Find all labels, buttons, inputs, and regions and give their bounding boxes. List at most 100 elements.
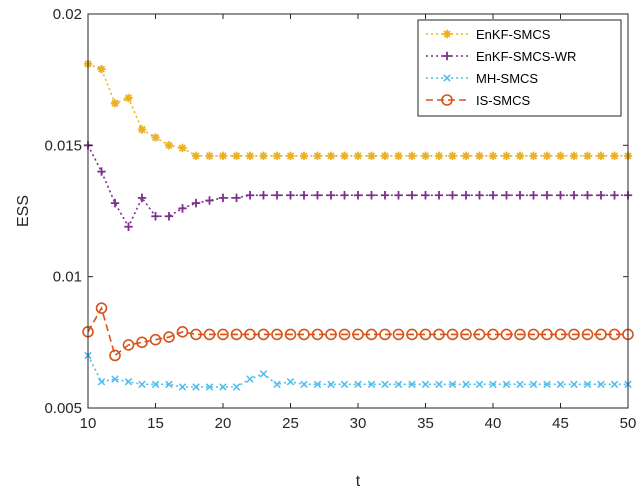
enkf-smcs-point bbox=[556, 151, 565, 161]
enkf-smcs-wr-point bbox=[434, 191, 444, 200]
enkf-smcs-wr-point bbox=[245, 191, 255, 200]
y-axis-label: ESS bbox=[15, 195, 32, 227]
is-smcs-point bbox=[379, 328, 391, 341]
enkf-smcs-wr-point bbox=[286, 191, 295, 200]
mh-smcs-point bbox=[219, 383, 227, 391]
is-smcs-point bbox=[365, 328, 378, 341]
mh-smcs-point bbox=[421, 380, 430, 389]
enkf-smcs-wr-point bbox=[191, 198, 201, 208]
legend-item-mh-smcs: MH-SMCS bbox=[426, 71, 538, 86]
enkf-smcs-wr-point bbox=[340, 191, 349, 200]
is-smcs-point bbox=[595, 328, 607, 341]
is-smcs-point bbox=[541, 328, 553, 341]
is-smcs-point bbox=[392, 328, 405, 341]
legend-swatch-marker bbox=[442, 51, 452, 61]
enkf-smcs-wr-point bbox=[272, 191, 282, 200]
enkf-smcs-wr-point bbox=[218, 193, 228, 203]
enkf-smcs-point bbox=[515, 151, 525, 161]
legend-box bbox=[417, 19, 622, 117]
is-smcs-point bbox=[419, 328, 432, 341]
mh-smcs-point bbox=[178, 383, 187, 391]
x-tick-label: 25 bbox=[282, 415, 299, 432]
mh-smcs-point bbox=[543, 380, 551, 389]
is-smcs-point bbox=[581, 328, 594, 341]
mh-smcs-point bbox=[529, 380, 538, 389]
enkf-smcs-wr-point bbox=[299, 191, 309, 200]
enkf-smcs-wr-point bbox=[502, 191, 511, 200]
enkf-smcs-wr-point bbox=[556, 191, 565, 200]
is-smcs-point bbox=[190, 328, 202, 341]
is-smcs-point bbox=[608, 328, 621, 341]
enkf-smcs-point bbox=[583, 151, 592, 161]
enkf-smcs-point bbox=[488, 151, 498, 161]
mh-smcs-point bbox=[97, 378, 106, 386]
is-smcs-point bbox=[257, 328, 270, 341]
enkf-smcs-wr-point bbox=[475, 191, 484, 200]
mh-smcs-point bbox=[489, 380, 497, 389]
legend-item-enkf-smcs: EnKF-SMCS bbox=[426, 27, 551, 42]
enkf-smcs-point bbox=[542, 151, 552, 161]
mh-smcs-point bbox=[124, 378, 133, 386]
mh-smcs-point bbox=[327, 380, 335, 389]
mh-smcs-line bbox=[87, 355, 628, 388]
enkf-smcs-point bbox=[178, 143, 187, 153]
enkf-smcs-wr-point bbox=[596, 191, 606, 200]
enkf-smcs-point bbox=[380, 151, 390, 161]
enkf-smcs-point bbox=[502, 151, 511, 161]
enkf-smcs-line bbox=[87, 63, 628, 157]
enkf-smcs-point bbox=[434, 151, 444, 161]
is-smcs-point bbox=[433, 328, 445, 341]
legend-label: EnKF-SMCS-WR bbox=[476, 49, 576, 64]
legend-label: IS-SMCS bbox=[476, 93, 531, 108]
is-smcs-point bbox=[338, 328, 351, 341]
enkf-smcs-point bbox=[340, 151, 349, 161]
y-tick-label: 0.005 bbox=[44, 400, 82, 417]
is-smcs-point bbox=[109, 349, 121, 362]
is-smcs-point bbox=[176, 326, 189, 338]
legend-swatch-marker bbox=[443, 74, 451, 82]
is-smcs-point bbox=[122, 339, 135, 351]
enkf-smcs-point bbox=[569, 151, 579, 161]
x-tick-label: 30 bbox=[350, 415, 367, 432]
mh-smcs-point bbox=[462, 380, 470, 389]
enkf-smcs-point bbox=[205, 151, 214, 161]
enkf-smcs-point bbox=[421, 151, 430, 161]
enkf-smcs-wr-point bbox=[448, 191, 457, 200]
x-tick-label: 40 bbox=[485, 415, 502, 432]
legend-item-is-smcs: IS-SMCS bbox=[426, 93, 531, 108]
mh-smcs-point bbox=[205, 383, 214, 391]
enkf-smcs-point bbox=[610, 151, 619, 161]
is-smcs-point bbox=[568, 328, 580, 341]
mh-smcs-point bbox=[556, 380, 565, 389]
series-is-smcs bbox=[82, 302, 634, 362]
enkf-smcs-point bbox=[461, 151, 471, 161]
mh-smcs-point bbox=[232, 383, 241, 391]
enkf-smcs-point bbox=[124, 93, 133, 103]
is-smcs-point bbox=[352, 328, 364, 341]
is-smcs-point bbox=[271, 328, 283, 341]
mh-smcs-point bbox=[408, 380, 416, 389]
mh-smcs-point bbox=[354, 380, 362, 389]
enkf-smcs-wr-point bbox=[151, 212, 160, 221]
x-tick-label: 35 bbox=[417, 415, 434, 432]
x-axis-label: t bbox=[356, 473, 361, 490]
x-tick-label: 20 bbox=[215, 415, 232, 432]
is-smcs-point bbox=[554, 328, 567, 341]
is-smcs-point bbox=[230, 328, 243, 341]
mh-smcs-point bbox=[435, 380, 443, 389]
is-smcs-point bbox=[163, 331, 175, 343]
legend-swatch-marker bbox=[441, 94, 453, 106]
x-tick-label: 50 bbox=[620, 415, 637, 432]
mh-smcs-point bbox=[570, 380, 578, 389]
enkf-smcs-point bbox=[232, 151, 241, 161]
is-smcs-point bbox=[527, 328, 540, 341]
enkf-smcs-wr-point bbox=[259, 191, 268, 200]
mh-smcs-point bbox=[516, 380, 524, 389]
enkf-smcs-point bbox=[218, 151, 228, 161]
mh-smcs-point bbox=[448, 380, 457, 389]
mh-smcs-point bbox=[300, 380, 308, 389]
enkf-smcs-wr-point bbox=[488, 191, 498, 200]
enkf-smcs-point bbox=[448, 151, 457, 161]
mh-smcs-point bbox=[192, 383, 200, 391]
